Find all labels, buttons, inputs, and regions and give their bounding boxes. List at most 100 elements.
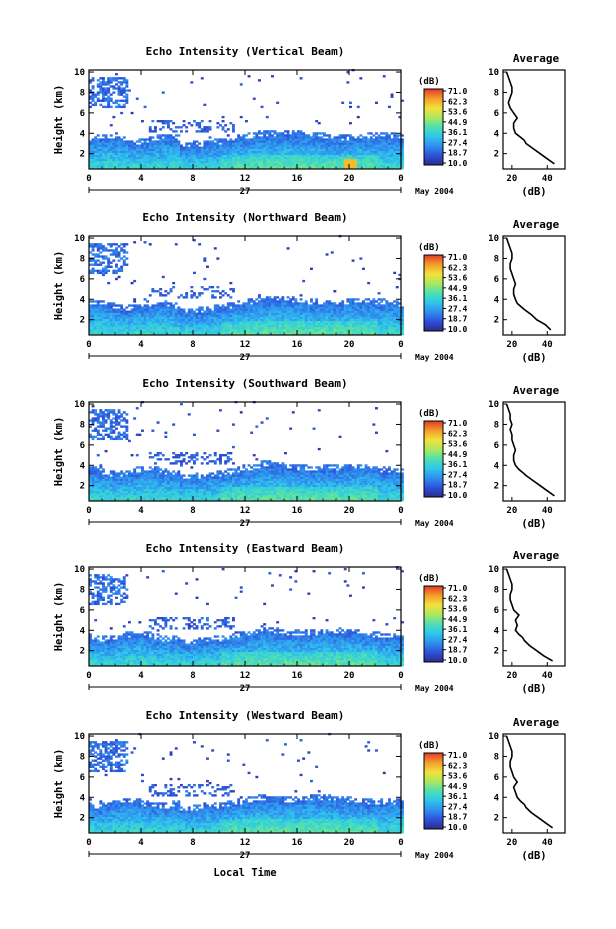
heatmap-cell — [120, 437, 124, 441]
heatmap-cell — [395, 310, 399, 313]
heatmap-cell — [390, 310, 394, 313]
heatmap-cell — [395, 300, 399, 303]
heatmap-cell — [130, 478, 134, 481]
heatmap-cell — [154, 160, 157, 164]
heatmap-cell — [372, 322, 376, 326]
heatmap-cell — [120, 91, 124, 94]
heatmap-cell — [104, 415, 108, 418]
heatmap-cell — [317, 330, 321, 334]
heatmap-cell — [341, 302, 345, 305]
heatmap-cell — [224, 314, 228, 317]
heatmap-cell — [330, 166, 334, 170]
heatmap-cell — [117, 421, 121, 424]
heatmap-cell — [154, 152, 157, 156]
heatmap-cell — [229, 302, 233, 305]
heatmap-cell — [104, 421, 108, 424]
heatmap-cell — [177, 324, 181, 328]
heatmap-cell — [286, 332, 290, 336]
heatmap-cell — [161, 156, 165, 160]
heatmap-cell — [323, 142, 326, 145]
heatmap-cell — [393, 162, 397, 166]
heatmap-cell — [104, 322, 108, 326]
heatmap-cell — [206, 158, 209, 162]
heatmap-cell — [99, 166, 103, 170]
heatmap-cell — [91, 472, 95, 475]
heatmap-cell — [133, 150, 137, 153]
heatmap-cell — [135, 324, 139, 328]
heatmap-cell — [372, 146, 376, 149]
heatmap-cell — [395, 160, 399, 164]
heatmap-cell — [99, 411, 103, 414]
heatmap-cell — [278, 134, 282, 137]
heatmap-cell — [216, 152, 220, 156]
heatmap-cell — [104, 91, 108, 94]
heatmap-cell — [156, 142, 160, 145]
heatmap-cell — [299, 146, 303, 149]
heatmap-cells — [89, 68, 404, 170]
heatmap-cell — [219, 316, 222, 319]
heatmap-cell — [328, 156, 332, 160]
heatmap-cell — [260, 105, 264, 109]
heatmap-cell — [276, 320, 280, 324]
heatmap-cell — [89, 330, 92, 334]
heatmap-cell — [117, 93, 121, 96]
heatmap-cell — [91, 308, 95, 311]
heatmap-cell — [354, 146, 358, 149]
heatmap-cell — [167, 120, 170, 123]
heatmap-cell — [229, 154, 233, 158]
heatmap-cell — [102, 245, 105, 248]
heatmap-cell — [120, 265, 124, 268]
heatmap-cell — [99, 245, 103, 248]
heatmap-cell — [208, 318, 212, 322]
heatmap-cell — [260, 140, 264, 143]
heatmap-cell — [107, 427, 111, 430]
heatmap-cell — [388, 138, 391, 141]
heatmap-cell — [177, 164, 181, 168]
heatmap-cell — [307, 140, 311, 143]
heatmap-cell — [141, 494, 144, 498]
heatmap-cell — [115, 138, 118, 141]
heatmap-cell — [177, 134, 181, 137]
heatmap-cell — [250, 318, 254, 322]
heatmap-cell — [151, 304, 155, 307]
heatmap-cell — [115, 330, 118, 334]
heatmap-cell — [120, 150, 124, 153]
heatmap-cell — [252, 322, 256, 326]
heatmap-cell — [96, 492, 100, 496]
heatmap-cell — [198, 146, 202, 149]
heatmap-cell — [232, 318, 235, 322]
heatmap-cell — [187, 308, 191, 311]
heatmap-cell — [247, 322, 251, 326]
heatmap-cell — [362, 152, 365, 156]
heatmap-cell — [291, 306, 295, 309]
heatmap-cell — [401, 310, 404, 313]
heatmap-cell — [229, 326, 233, 330]
heatmap-cell — [208, 322, 212, 326]
heatmap-cell — [377, 304, 381, 307]
heatmap-cell — [229, 314, 233, 317]
heatmap-cell — [154, 316, 157, 319]
heatmap-cell — [343, 306, 347, 309]
heatmap-cell — [117, 136, 121, 139]
heatmap-cell — [234, 152, 238, 156]
heatmap-cell — [330, 142, 334, 145]
heatmap-cell — [281, 324, 285, 328]
heatmap-cell — [247, 75, 251, 78]
heatmap-cell — [330, 306, 334, 309]
heatmap-cell — [130, 324, 134, 328]
heatmap-cell — [226, 330, 230, 334]
heatmap-cell — [117, 91, 121, 94]
heatmap-cell — [91, 488, 95, 492]
heatmap-cell — [115, 166, 118, 170]
heatmap-cell — [247, 332, 251, 336]
heatmap-cell — [226, 142, 230, 145]
heatmap-cell — [237, 164, 241, 168]
heatmap-cell — [265, 332, 269, 336]
heatmap-cell — [122, 91, 126, 94]
heatmap-cell — [271, 134, 274, 137]
heatmap-cell — [146, 160, 150, 164]
heatmap-cell — [398, 148, 402, 151]
heatmap-cell — [390, 164, 394, 168]
heatmap-cell — [247, 310, 251, 313]
heatmap-cell — [385, 148, 389, 151]
